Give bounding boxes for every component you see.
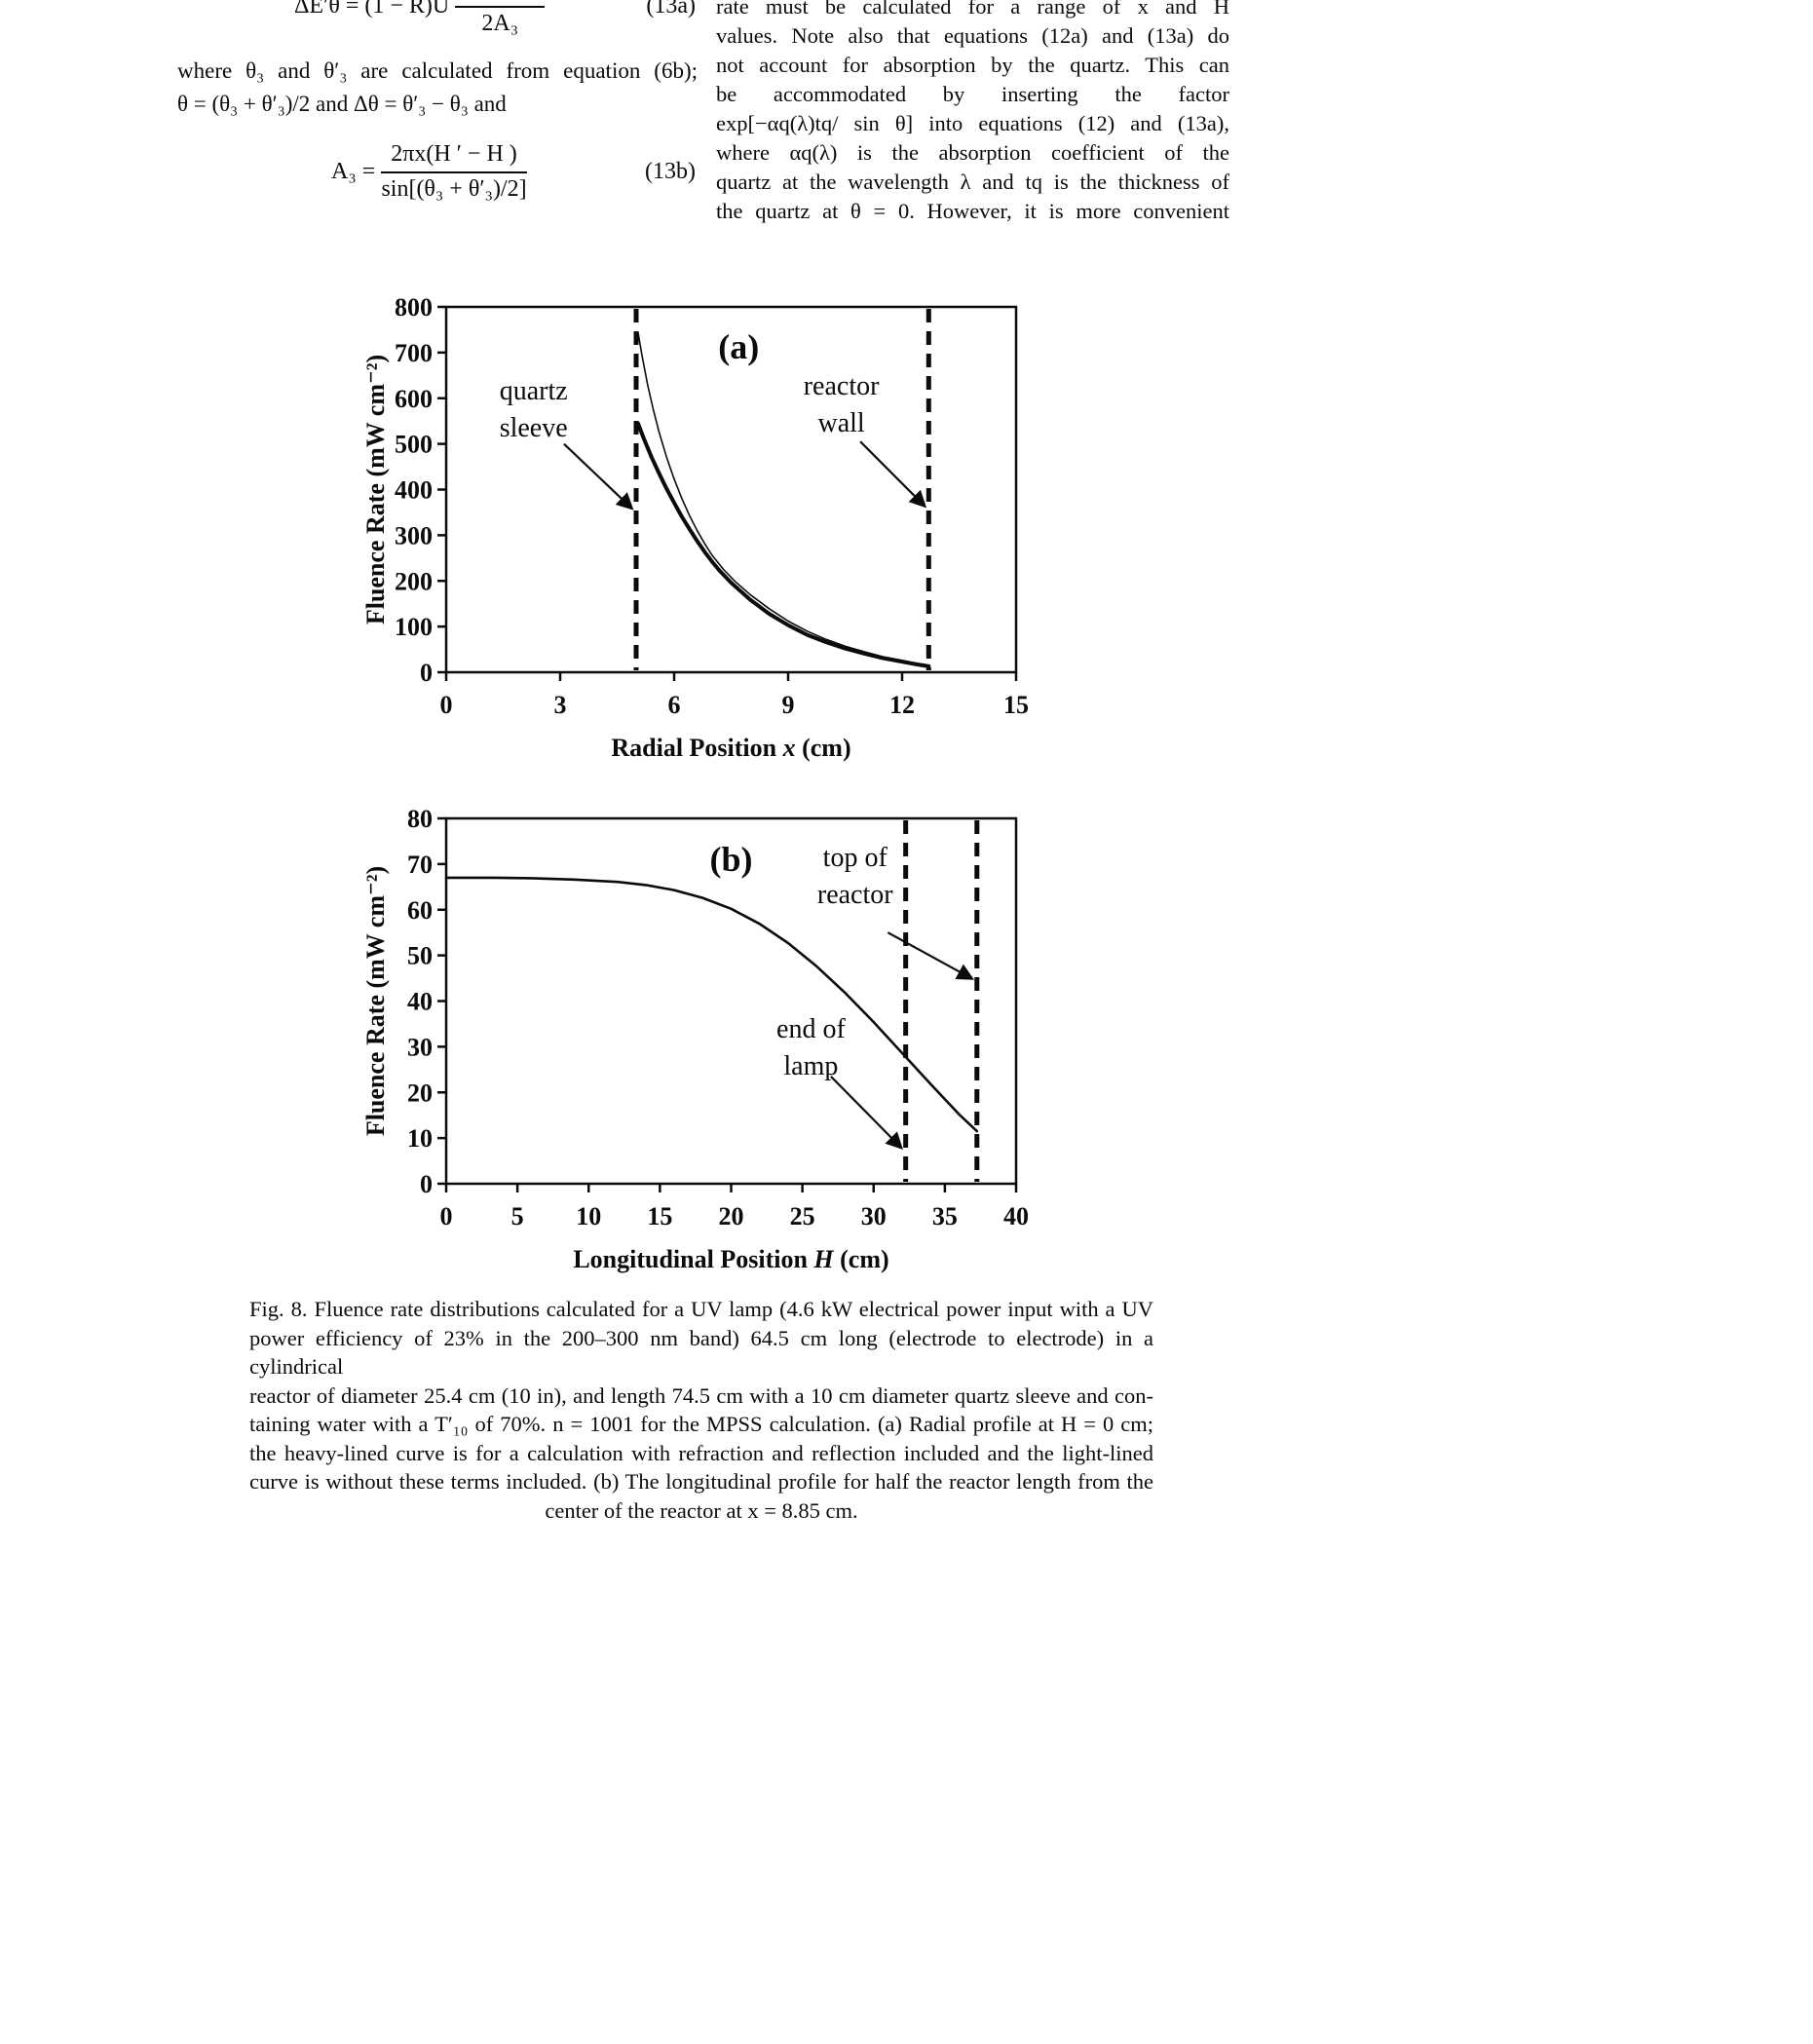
equation-13a-fraction: 2A₃	[455, 0, 546, 37]
annotation-arrow	[887, 931, 975, 980]
end-of-lamp-label: lamp	[783, 1051, 838, 1081]
annotation-arrow	[563, 442, 634, 511]
y-tick-label: 300	[395, 521, 433, 549]
with-refraction-and-reflection-heavy-line	[635, 421, 931, 668]
panel-label-a: (a)	[718, 327, 759, 366]
y-tick-label: 0	[420, 659, 433, 687]
end-of-lamp-label: end of	[776, 1014, 846, 1044]
figure-8-caption: Fig. 8. Fluence rate distributions calcu…	[249, 1295, 1153, 1525]
quartz-sleeve-label: quartz	[500, 376, 568, 406]
y-tick-label: 400	[395, 476, 433, 505]
y-tick-label: 10	[407, 1124, 433, 1153]
equation-13b: A₃ = 2πx(H ′ − H ) sin[(θ₃ + θ′₃)/2] (13…	[177, 140, 696, 203]
caption-line: power efficiency of 23% in the 200–300 n…	[249, 1325, 1153, 1380]
caption-line: curve is without these terms included. (…	[249, 1469, 1153, 1494]
paragraph-line: values. Note also that equations (12a) a…	[716, 23, 1229, 48]
y-tick-label: 200	[395, 567, 433, 595]
reactor-wall-label: wall	[817, 408, 864, 438]
equation-13a-number: (13a)	[646, 0, 696, 19]
equation-13b-denominator: sin[(θ₃ + θ′₃)/2]	[381, 176, 527, 202]
chart-a-radial-fluence-profile: 0 3 6 9 12 15 0 100 200 300 400 500 600 700 800 (a) quar…	[361, 293, 1029, 762]
paragraph-line: exp[−αq(λ)tq/ sin θ] into equations (12)…	[716, 111, 1229, 135]
reactor-wall-label: reactor	[804, 371, 880, 401]
y-tick-label: 0	[420, 1170, 433, 1198]
x-tick-label: 0	[440, 1202, 453, 1230]
annotation-arrow	[859, 440, 927, 509]
x-tick-label: 15	[1003, 691, 1029, 719]
y-tick-label: 800	[395, 293, 433, 322]
equation-13b-numerator: 2πx(H ′ − H )	[381, 140, 527, 173]
x-tick-label: 10	[576, 1202, 601, 1230]
top-of-reactor-label: top of	[823, 843, 888, 873]
y-tick-label: 100	[395, 613, 433, 641]
x-tick-label: 9	[782, 691, 795, 719]
x-tick-label: 6	[668, 691, 681, 719]
panel-label-b: (b)	[710, 840, 753, 879]
x-tick-label: 0	[440, 691, 453, 719]
x-tick-label: 3	[554, 691, 567, 719]
equation-13b-number: (13b)	[645, 158, 696, 184]
equation-13a-numerator	[455, 0, 546, 8]
x-axis-label: Radial Position x (cm)	[611, 734, 850, 762]
right-column-paragraph: rate must be calculated for a range of x…	[716, 0, 1229, 226]
x-tick-label: 12	[889, 691, 915, 719]
y-axis-label: Fluence Rate (mW cm⁻²)	[361, 866, 390, 1136]
y-tick-label: 40	[407, 988, 433, 1016]
x-tick-label: 35	[932, 1202, 958, 1230]
without-refraction-and-reflection-light-line	[637, 331, 930, 666]
equation-13a-denominator: 2A₃	[481, 11, 519, 36]
y-axis-label: Fluence Rate (mW cm⁻²)	[361, 355, 390, 625]
y-tick-label: 80	[407, 805, 433, 833]
caption-line: reactor of diameter 25.4 cm (10 in), and…	[249, 1382, 1153, 1408]
paragraph-line: be accommodated by inserting the factor	[716, 82, 1229, 106]
equation-13a-lhs: ΔE′θ = (1 − R)U	[294, 0, 450, 19]
paragraph-line: quartz at the wavelength λ and tq is the…	[716, 170, 1229, 194]
paragraph-line: not account for absorption by the quartz…	[716, 53, 1229, 77]
paragraph-line: rate must be calculated for a range of x…	[716, 0, 1229, 19]
x-tick-label: 15	[647, 1202, 672, 1230]
x-tick-label: 25	[790, 1202, 815, 1230]
left-column-paragraph: where θ₃ and θ′₃ are calculated from equ…	[177, 55, 698, 121]
caption-line: taining water with a T′₁₀ of 70%. n = 10…	[249, 1412, 1153, 1436]
equation-13b-lhs: A₃ =	[331, 158, 376, 184]
x-tick-label: 30	[861, 1202, 887, 1230]
x-tick-label: 5	[511, 1202, 524, 1230]
longitudinal-fluence-profile	[444, 876, 979, 1133]
paragraph-line: where θ₃ and θ′₃ are calculated from equ…	[177, 58, 698, 83]
paragraph-line: the quartz at θ = 0. However, it is more…	[716, 199, 1229, 223]
y-tick-label: 500	[395, 431, 433, 459]
caption-line: the heavy-lined curve is for a calculati…	[249, 1440, 1153, 1465]
paragraph-line: where αq(λ) is the absorption coefficien…	[716, 140, 1229, 165]
caption-line: Fig. 8. Fluence rate distributions calcu…	[249, 1297, 1153, 1321]
x-tick-label: 40	[1003, 1202, 1029, 1230]
y-tick-label: 60	[407, 896, 433, 925]
caption-line: center of the reactor at x = 8.85 cm.	[545, 1497, 858, 1523]
annotation-arrow	[830, 1076, 904, 1151]
y-tick-label: 70	[407, 851, 433, 879]
equation-13b-fraction: 2πx(H ′ − H ) sin[(θ₃ + θ′₃)/2]	[381, 140, 527, 203]
top-of-reactor-label: reactor	[817, 880, 893, 910]
x-axis-label: Longitudinal Position H (cm)	[573, 1245, 888, 1273]
quartz-sleeve-label: sleeve	[500, 413, 568, 443]
chart-b-longitudinal-fluence-profile: 0 5 10 15 20 25 30 35 40 0 10 20 30 40 50 60 70 80 (b) top …	[361, 805, 1029, 1273]
y-tick-label: 600	[395, 385, 433, 413]
y-tick-label: 50	[407, 942, 433, 970]
paragraph-line: θ = (θ₃ + θ′₃)/2 and Δθ = θ′₃ − θ₃ and	[177, 92, 507, 116]
x-tick-label: 20	[719, 1202, 744, 1230]
y-tick-label: 20	[407, 1079, 433, 1107]
y-tick-label: 30	[407, 1033, 433, 1061]
y-tick-label: 700	[395, 339, 433, 367]
equation-13a: ΔE′θ = (1 − R)U 2A₃ (13a)	[177, 0, 696, 37]
